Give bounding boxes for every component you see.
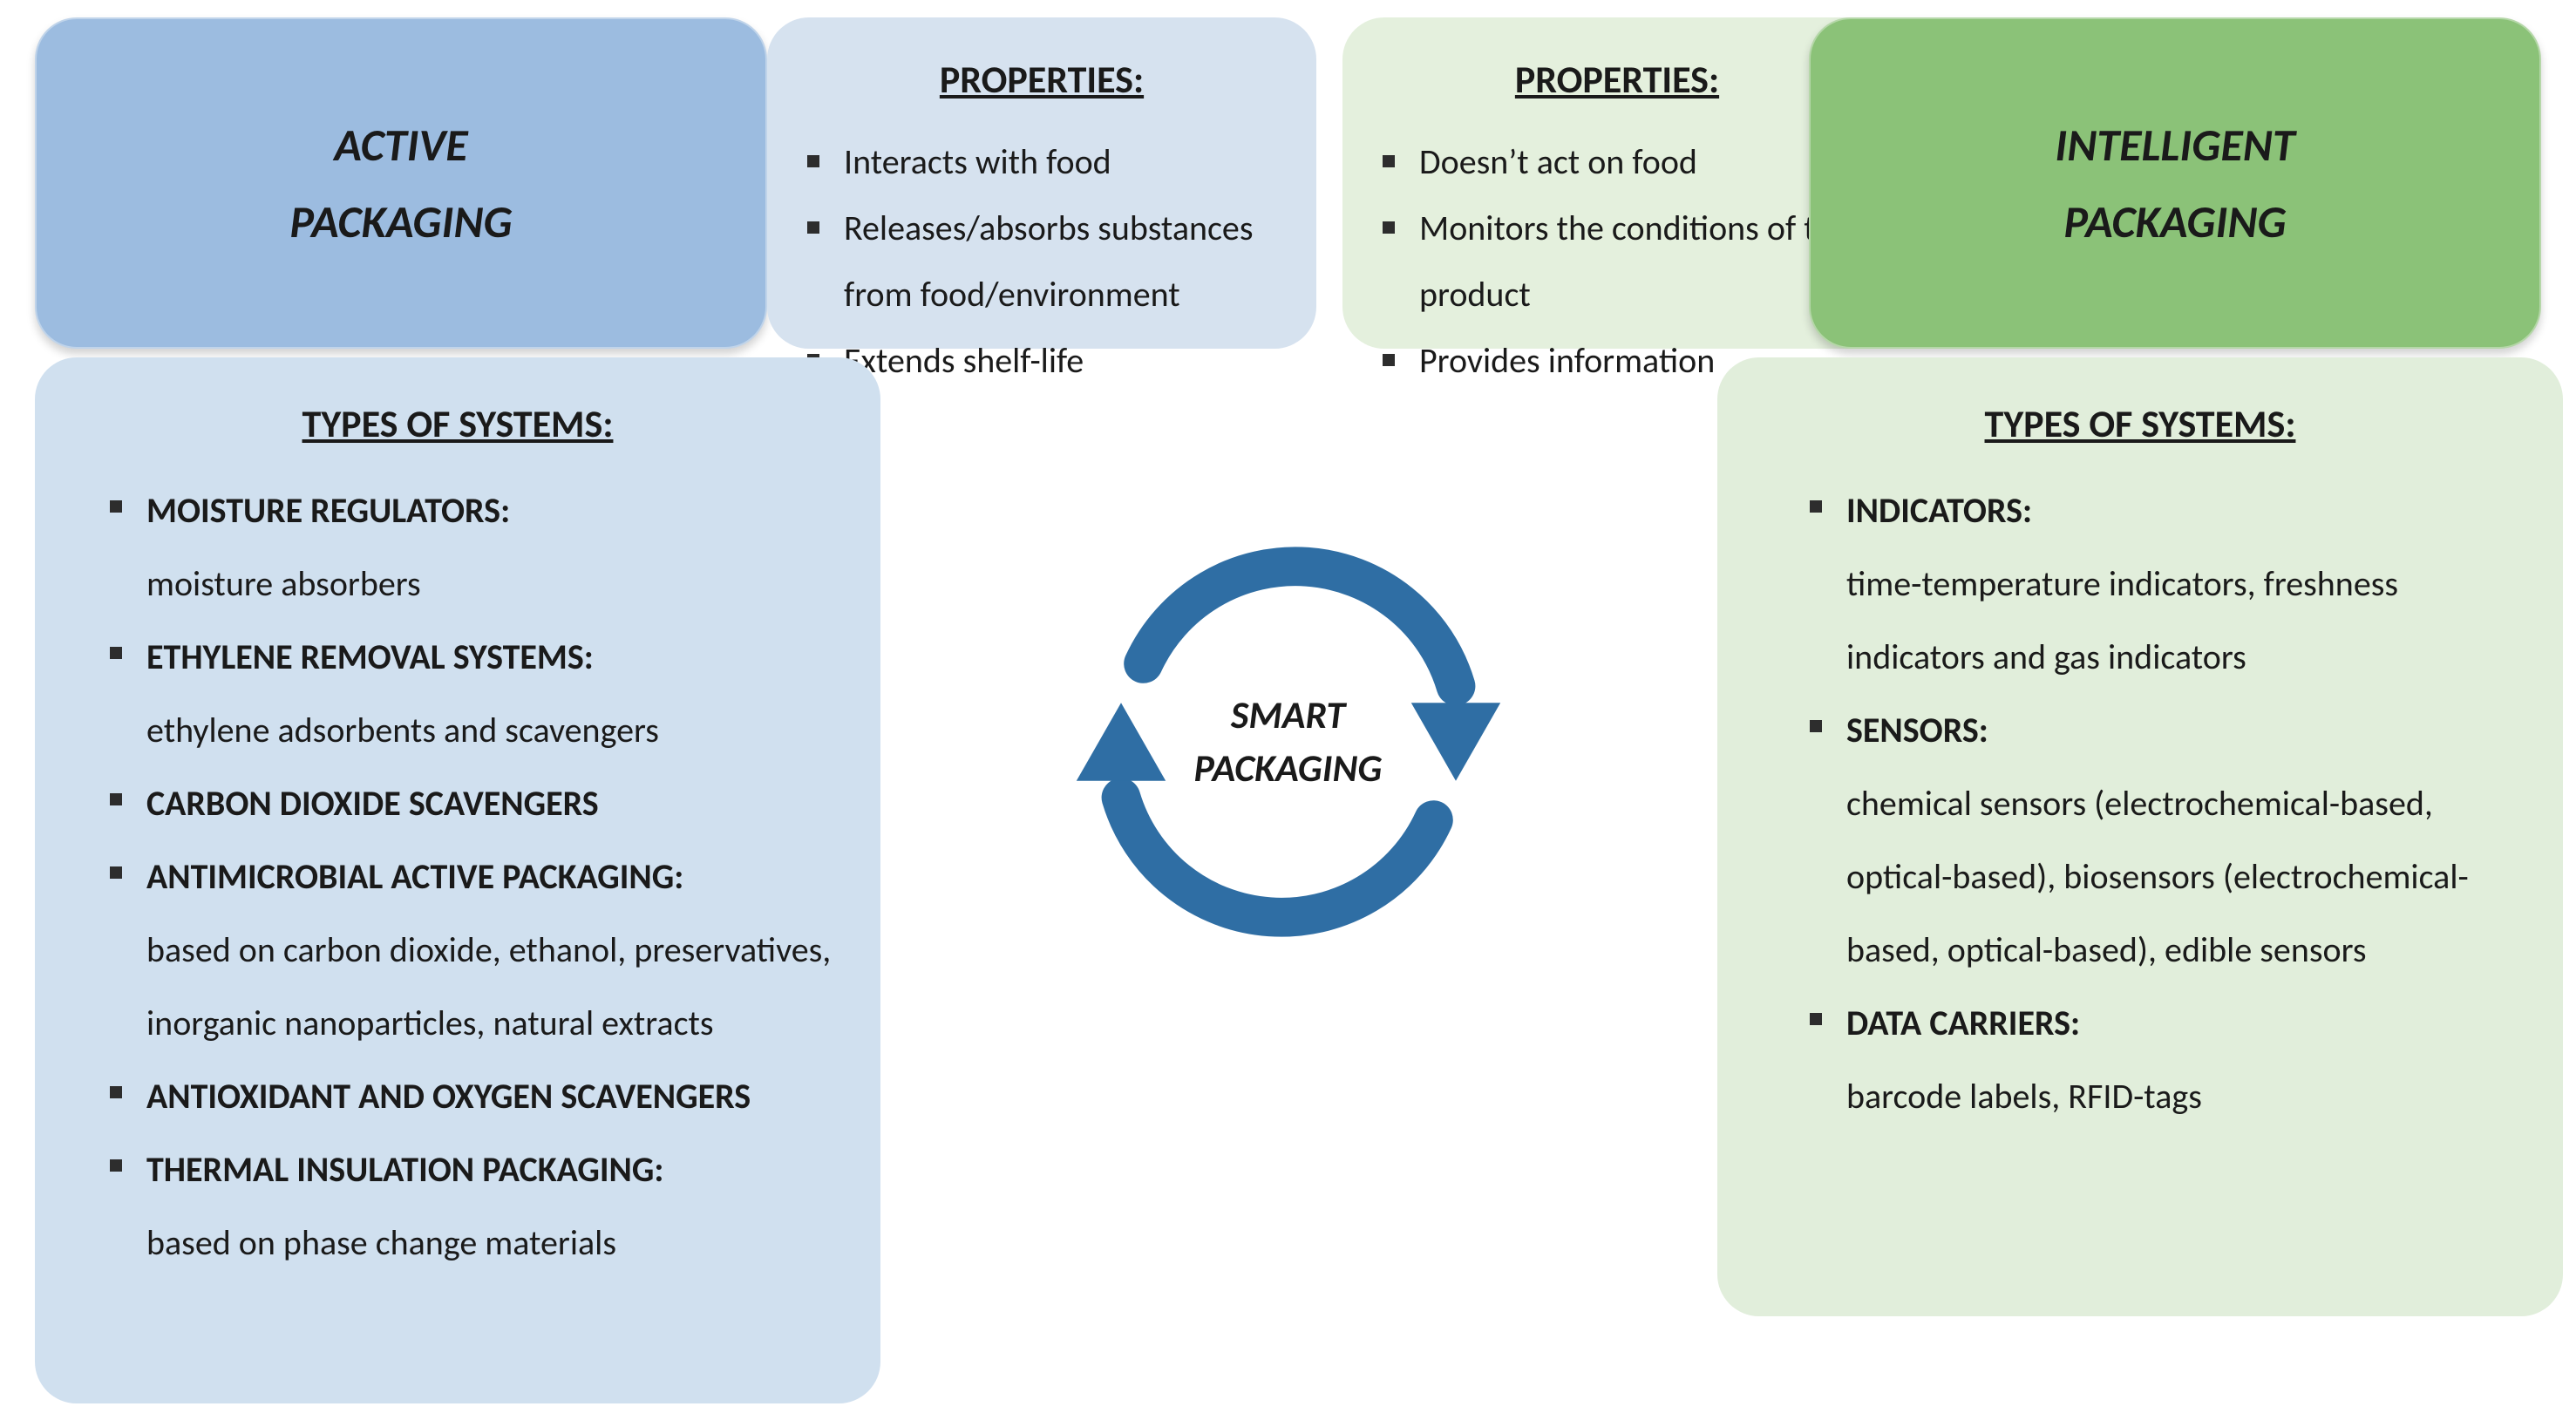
system-head: THERMAL INSULATION PACKAGING: bbox=[146, 1148, 663, 1191]
intelligent-systems-list: INDICATORS: time-temperature indicators, … bbox=[1752, 474, 2528, 1133]
list-item: SENSORS: chemical sensors (electrochemica… bbox=[1805, 694, 2528, 987]
intelligent-types-title: TYPES OF SYSTEMS: bbox=[1752, 384, 2528, 464]
system-head: SENSORS: bbox=[1846, 709, 1988, 751]
active-title-line2: PACKAGING bbox=[289, 194, 512, 249]
intelligent-types-box: TYPES OF SYSTEMS: INDICATORS: time-temper… bbox=[1717, 357, 2563, 1316]
system-sub: barcode labels, RFID-tags bbox=[1846, 1060, 2528, 1133]
list-item: Monitors the conditions of the product bbox=[1377, 195, 1857, 328]
active-types-title: TYPES OF SYSTEMS: bbox=[70, 384, 846, 464]
system-head: ANTIOXIDANT AND OXYGEN SCAVENGERS bbox=[146, 1075, 751, 1118]
system-head: ANTIMICROBIAL ACTIVE PACKAGING: bbox=[146, 855, 683, 898]
center-cycle: SMART PACKAGING bbox=[1009, 463, 1567, 1021]
system-head: ETHYLENE REMOVAL SYSTEMS: bbox=[146, 635, 594, 678]
list-item: ANTIOXIDANT AND OXYGEN SCAVENGERS bbox=[105, 1060, 846, 1133]
list-item: INDICATORS: time-temperature indicators, … bbox=[1805, 474, 2528, 694]
system-head: CARBON DIOXIDE SCAVENGERS bbox=[146, 782, 599, 825]
system-sub: ethylene adsorbents and scavengers bbox=[146, 694, 846, 767]
system-head: DATA CARRIERS: bbox=[1846, 1002, 2080, 1044]
list-item: THERMAL INSULATION PACKAGING: based on ph… bbox=[105, 1133, 846, 1280]
system-sub: chemical sensors (electrochemical-based,… bbox=[1846, 767, 2528, 987]
active-properties-list: Interacts with foodReleases/absorbs subs… bbox=[802, 129, 1281, 394]
active-header-box: ACTIVE PACKAGING bbox=[35, 17, 767, 349]
system-sub: based on carbon dioxide, ethanol, preser… bbox=[146, 914, 846, 1060]
center-line1: SMART bbox=[1194, 689, 1383, 743]
list-item: ANTIMICROBIAL ACTIVE PACKAGING: based on … bbox=[105, 840, 846, 1060]
list-item: MOISTURE REGULATORS: moisture absorbers bbox=[105, 474, 846, 621]
list-item: ETHYLENE REMOVAL SYSTEMS: ethylene adsorb… bbox=[105, 621, 846, 767]
list-item: CARBON DIOXIDE SCAVENGERS bbox=[105, 767, 846, 840]
system-head: INDICATORS: bbox=[1846, 489, 2032, 532]
intelligent-header-box: INTELLIGENT PACKAGING bbox=[1809, 17, 2541, 349]
intelligent-title-line1: INTELLIGENT bbox=[2055, 117, 2294, 173]
active-types-box: TYPES OF SYSTEMS: MOISTURE REGULATORS: mo… bbox=[35, 357, 880, 1403]
active-properties-box: PROPERTIES: Interacts with foodReleases/… bbox=[767, 17, 1316, 349]
system-sub: time-temperature indicators, freshness i… bbox=[1846, 547, 2528, 694]
active-systems-list: MOISTURE REGULATORS:moisture absorbersET… bbox=[70, 474, 846, 1280]
active-title-line1: ACTIVE bbox=[334, 117, 467, 173]
center-label: SMART PACKAGING bbox=[1194, 689, 1383, 796]
list-item: DATA CARRIERS: barcode labels, RFID-tags bbox=[1805, 987, 2528, 1133]
list-item: Doesn’t act on food bbox=[1377, 129, 1857, 195]
list-item: Releases/absorbs substances from food/en… bbox=[802, 195, 1281, 328]
system-head: MOISTURE REGULATORS: bbox=[146, 489, 510, 532]
center-line2: PACKAGING bbox=[1194, 742, 1383, 796]
intelligent-properties-title: PROPERTIES: bbox=[1377, 44, 1857, 117]
list-item: Interacts with food bbox=[802, 129, 1281, 195]
intelligent-title-line2: PACKAGING bbox=[2063, 194, 2286, 249]
system-sub: based on phase change materials bbox=[146, 1206, 846, 1280]
intelligent-properties-list: Doesn’t act on foodMonitors the conditio… bbox=[1377, 129, 1857, 394]
system-sub: moisture absorbers bbox=[146, 547, 846, 621]
active-properties-title: PROPERTIES: bbox=[802, 44, 1281, 117]
